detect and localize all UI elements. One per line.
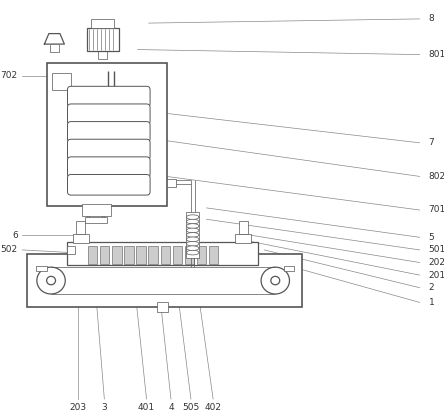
Bar [85, 217, 107, 223]
Circle shape [261, 267, 289, 294]
Ellipse shape [186, 250, 199, 255]
FancyBboxPatch shape [67, 174, 150, 195]
Circle shape [37, 267, 65, 294]
Circle shape [47, 276, 56, 285]
Text: 201: 201 [428, 270, 444, 280]
Bar [185, 246, 194, 264]
Bar [91, 19, 114, 28]
Bar [157, 302, 168, 312]
Text: 203: 203 [69, 403, 86, 412]
Bar [73, 234, 89, 243]
Ellipse shape [186, 224, 199, 228]
FancyBboxPatch shape [67, 121, 150, 142]
Text: 801: 801 [428, 50, 444, 59]
Bar [88, 246, 97, 264]
Bar [67, 246, 75, 254]
Bar [209, 246, 218, 264]
Text: 202: 202 [428, 258, 444, 267]
Ellipse shape [186, 219, 199, 224]
Bar [197, 246, 206, 264]
Text: 5: 5 [428, 233, 434, 242]
Polygon shape [44, 34, 64, 44]
FancyBboxPatch shape [67, 86, 150, 107]
Ellipse shape [186, 246, 199, 250]
Bar [50, 44, 59, 52]
Text: 1: 1 [428, 298, 434, 307]
Bar [239, 221, 248, 234]
Text: 401: 401 [138, 403, 155, 412]
Bar [98, 51, 107, 59]
Bar [161, 246, 170, 264]
Bar [52, 73, 71, 90]
Text: 501: 501 [428, 245, 444, 255]
Text: 701: 701 [428, 205, 444, 215]
Bar [186, 212, 199, 258]
Text: 6: 6 [12, 231, 18, 240]
Text: 8: 8 [428, 14, 434, 24]
Circle shape [271, 276, 280, 285]
Bar [124, 246, 134, 264]
Bar [284, 266, 294, 271]
Ellipse shape [186, 215, 199, 219]
Text: 402: 402 [205, 403, 222, 412]
Text: 702: 702 [0, 71, 18, 80]
Text: 7: 7 [428, 138, 434, 147]
FancyBboxPatch shape [67, 139, 150, 160]
Ellipse shape [186, 241, 199, 246]
Text: 3: 3 [102, 403, 107, 412]
Text: 502: 502 [0, 245, 18, 255]
Text: 4: 4 [168, 403, 174, 412]
FancyBboxPatch shape [67, 157, 150, 177]
Bar [82, 204, 111, 216]
Ellipse shape [186, 233, 199, 237]
Text: 505: 505 [182, 403, 199, 412]
Bar [87, 28, 119, 51]
Bar [166, 179, 176, 187]
Bar [47, 63, 166, 206]
Text: 2: 2 [428, 283, 434, 292]
Bar [148, 246, 158, 264]
Ellipse shape [186, 228, 199, 233]
Bar [235, 234, 251, 243]
Bar [100, 246, 110, 264]
Bar [136, 246, 146, 264]
Bar [36, 266, 47, 271]
Bar [52, 68, 161, 201]
Bar [67, 242, 258, 265]
Bar [173, 246, 182, 264]
Bar [112, 246, 122, 264]
Text: 802: 802 [428, 172, 444, 181]
Ellipse shape [186, 237, 199, 241]
Bar [76, 221, 85, 234]
Bar [27, 254, 302, 307]
FancyBboxPatch shape [67, 104, 150, 124]
